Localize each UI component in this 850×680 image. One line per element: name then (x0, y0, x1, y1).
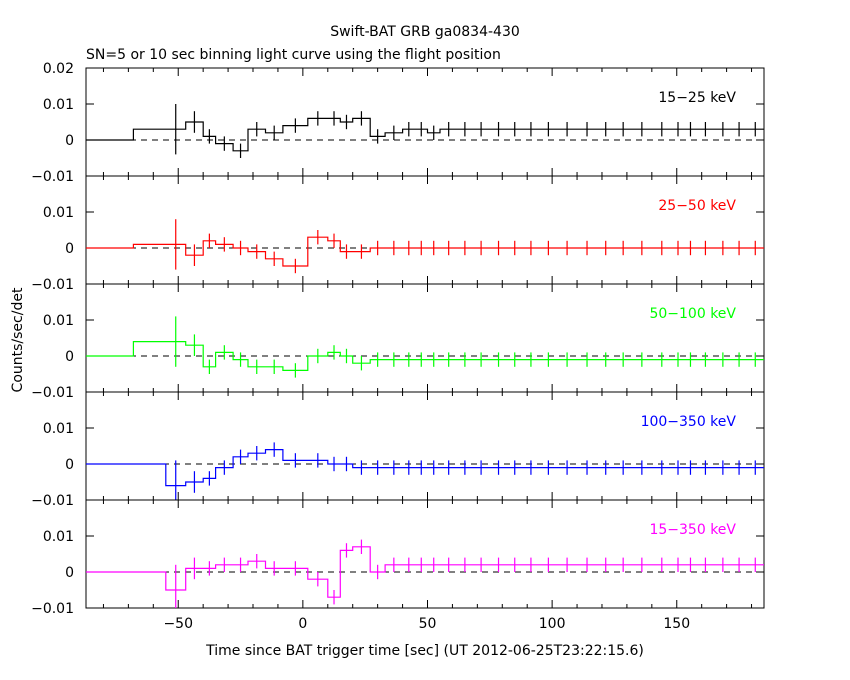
y-axis-label: Counts/sec/det (10, 287, 26, 392)
panel-frame (85, 175, 765, 285)
panels: −0.01 0 0.01 0.02 15−25 keV −0.01 0 0.01 25−50 k… (31, 61, 765, 632)
panel-3: −0.01 0 0.01 50−100 keV (31, 283, 765, 401)
y-tick-label: 0.01 (43, 205, 74, 221)
series-line (86, 236, 764, 267)
x-axis-label: Time since BAT trigger time [sec] (UT 20… (205, 643, 644, 659)
series-line (86, 449, 764, 487)
band-label: 100−350 keV (641, 414, 737, 430)
y-tick-label: 0.01 (43, 529, 74, 545)
band-label: 25−50 keV (658, 198, 736, 214)
panel-5: −0.01 0 0.01 15−350 keV (31, 499, 765, 617)
panel-frame (85, 499, 765, 609)
panel-frame (85, 283, 765, 393)
x-tick-label: 100 (539, 616, 566, 632)
band-label: 15−350 keV (649, 522, 736, 538)
series-line (86, 341, 764, 371)
y-tick-label: −0.01 (31, 493, 74, 509)
y-tick-label: 0 (65, 133, 74, 149)
y-tick-label: −0.01 (31, 601, 74, 617)
band-label: 50−100 keV (649, 306, 736, 322)
y-tick-label: 0.02 (43, 61, 74, 77)
chart-title: Swift-BAT GRB ga0834-430 (330, 24, 520, 40)
y-tick-label: 0 (65, 457, 74, 473)
panel-1: −0.01 0 0.01 0.02 15−25 keV (31, 61, 765, 185)
y-tick-label: −0.01 (31, 169, 74, 185)
band-label: 15−25 keV (658, 90, 736, 106)
panel-4: −0.01 0 0.01 100−350 keV (31, 391, 765, 509)
y-tick-label: −0.01 (31, 385, 74, 401)
y-tick-label: 0.01 (43, 97, 74, 113)
series-line (86, 117, 764, 152)
x-tick-label: −50 (163, 616, 193, 632)
chart-subtitle: SN=5 or 10 sec binning light curve using… (86, 47, 501, 63)
y-tick-label: 0 (65, 349, 74, 365)
panel-frame (85, 391, 765, 501)
x-tick-label: 150 (663, 616, 690, 632)
x-tick-label: 50 (419, 616, 437, 632)
y-tick-label: −0.01 (31, 277, 74, 293)
panel-2: −0.01 0 0.01 25−50 keV (31, 175, 765, 293)
x-tick-label: 0 (298, 616, 307, 632)
y-tick-label: 0.01 (43, 313, 74, 329)
y-tick-label: 0.01 (43, 421, 74, 437)
y-tick-label: 0 (65, 565, 74, 581)
y-tick-label: 0 (65, 241, 74, 257)
